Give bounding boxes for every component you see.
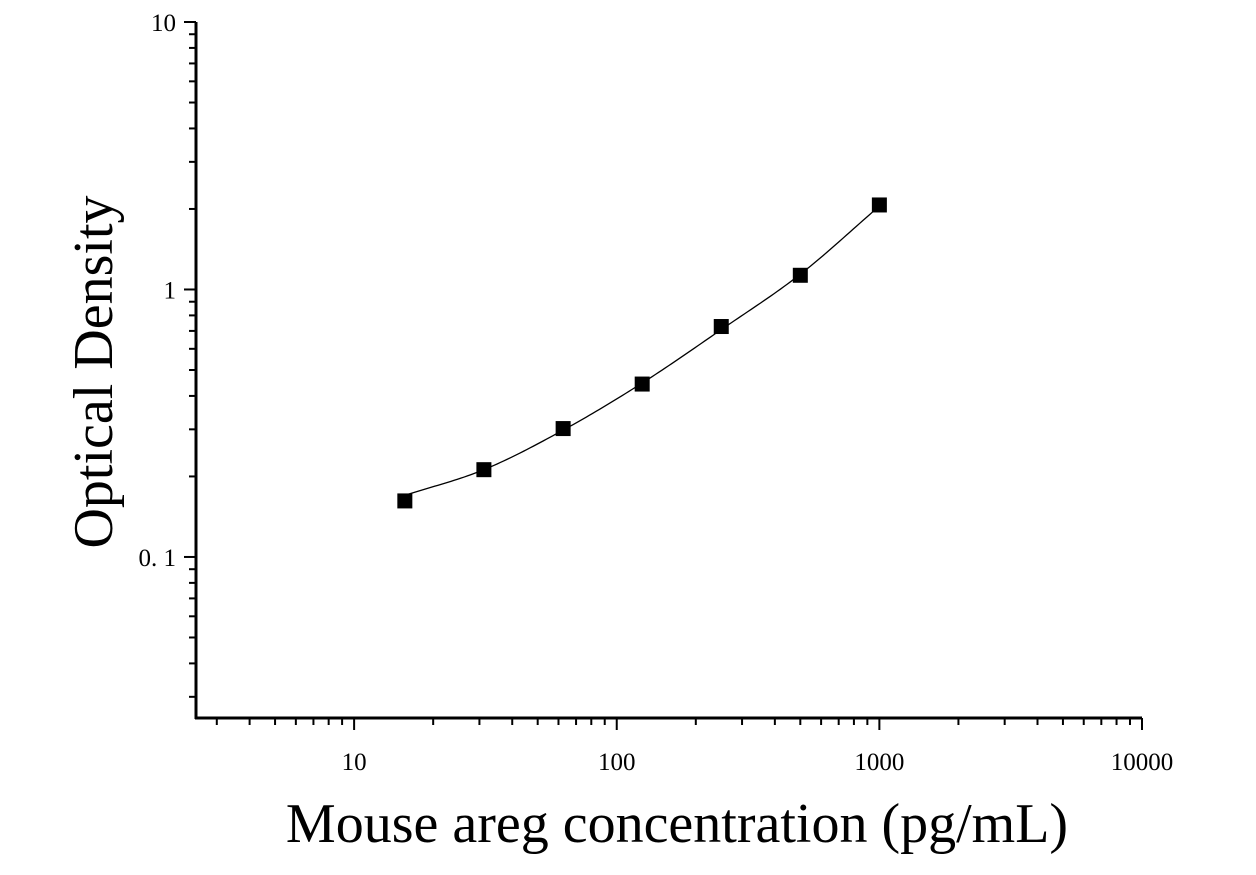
x-tick-label: 100 (598, 749, 636, 776)
y-tick-label: 10 (151, 10, 176, 37)
data-point (555, 421, 571, 437)
fit-curve (404, 205, 880, 496)
fit-curve-line (404, 205, 880, 496)
data-point (476, 462, 492, 478)
data-point (713, 319, 729, 335)
y-axis-title: Optical Density (63, 195, 125, 548)
tick-labels: 10 100 1000 10000 0. 1 1 10 (139, 10, 1174, 776)
x-tick-label: 10000 (1111, 749, 1174, 776)
data-point (397, 493, 413, 509)
axes (194, 22, 1142, 720)
y-tick-label: 0. 1 (139, 545, 177, 572)
data-points (397, 197, 887, 509)
data-point (792, 267, 808, 283)
x-tick-label: 1000 (854, 749, 904, 776)
axis-ticks (184, 21, 1143, 730)
x-axis-title: Mouse areg concentration (pg/mL) (286, 793, 1068, 855)
data-point (634, 376, 650, 392)
data-point (871, 197, 887, 213)
x-tick-label: 10 (342, 749, 367, 776)
y-tick-label: 1 (164, 277, 177, 304)
